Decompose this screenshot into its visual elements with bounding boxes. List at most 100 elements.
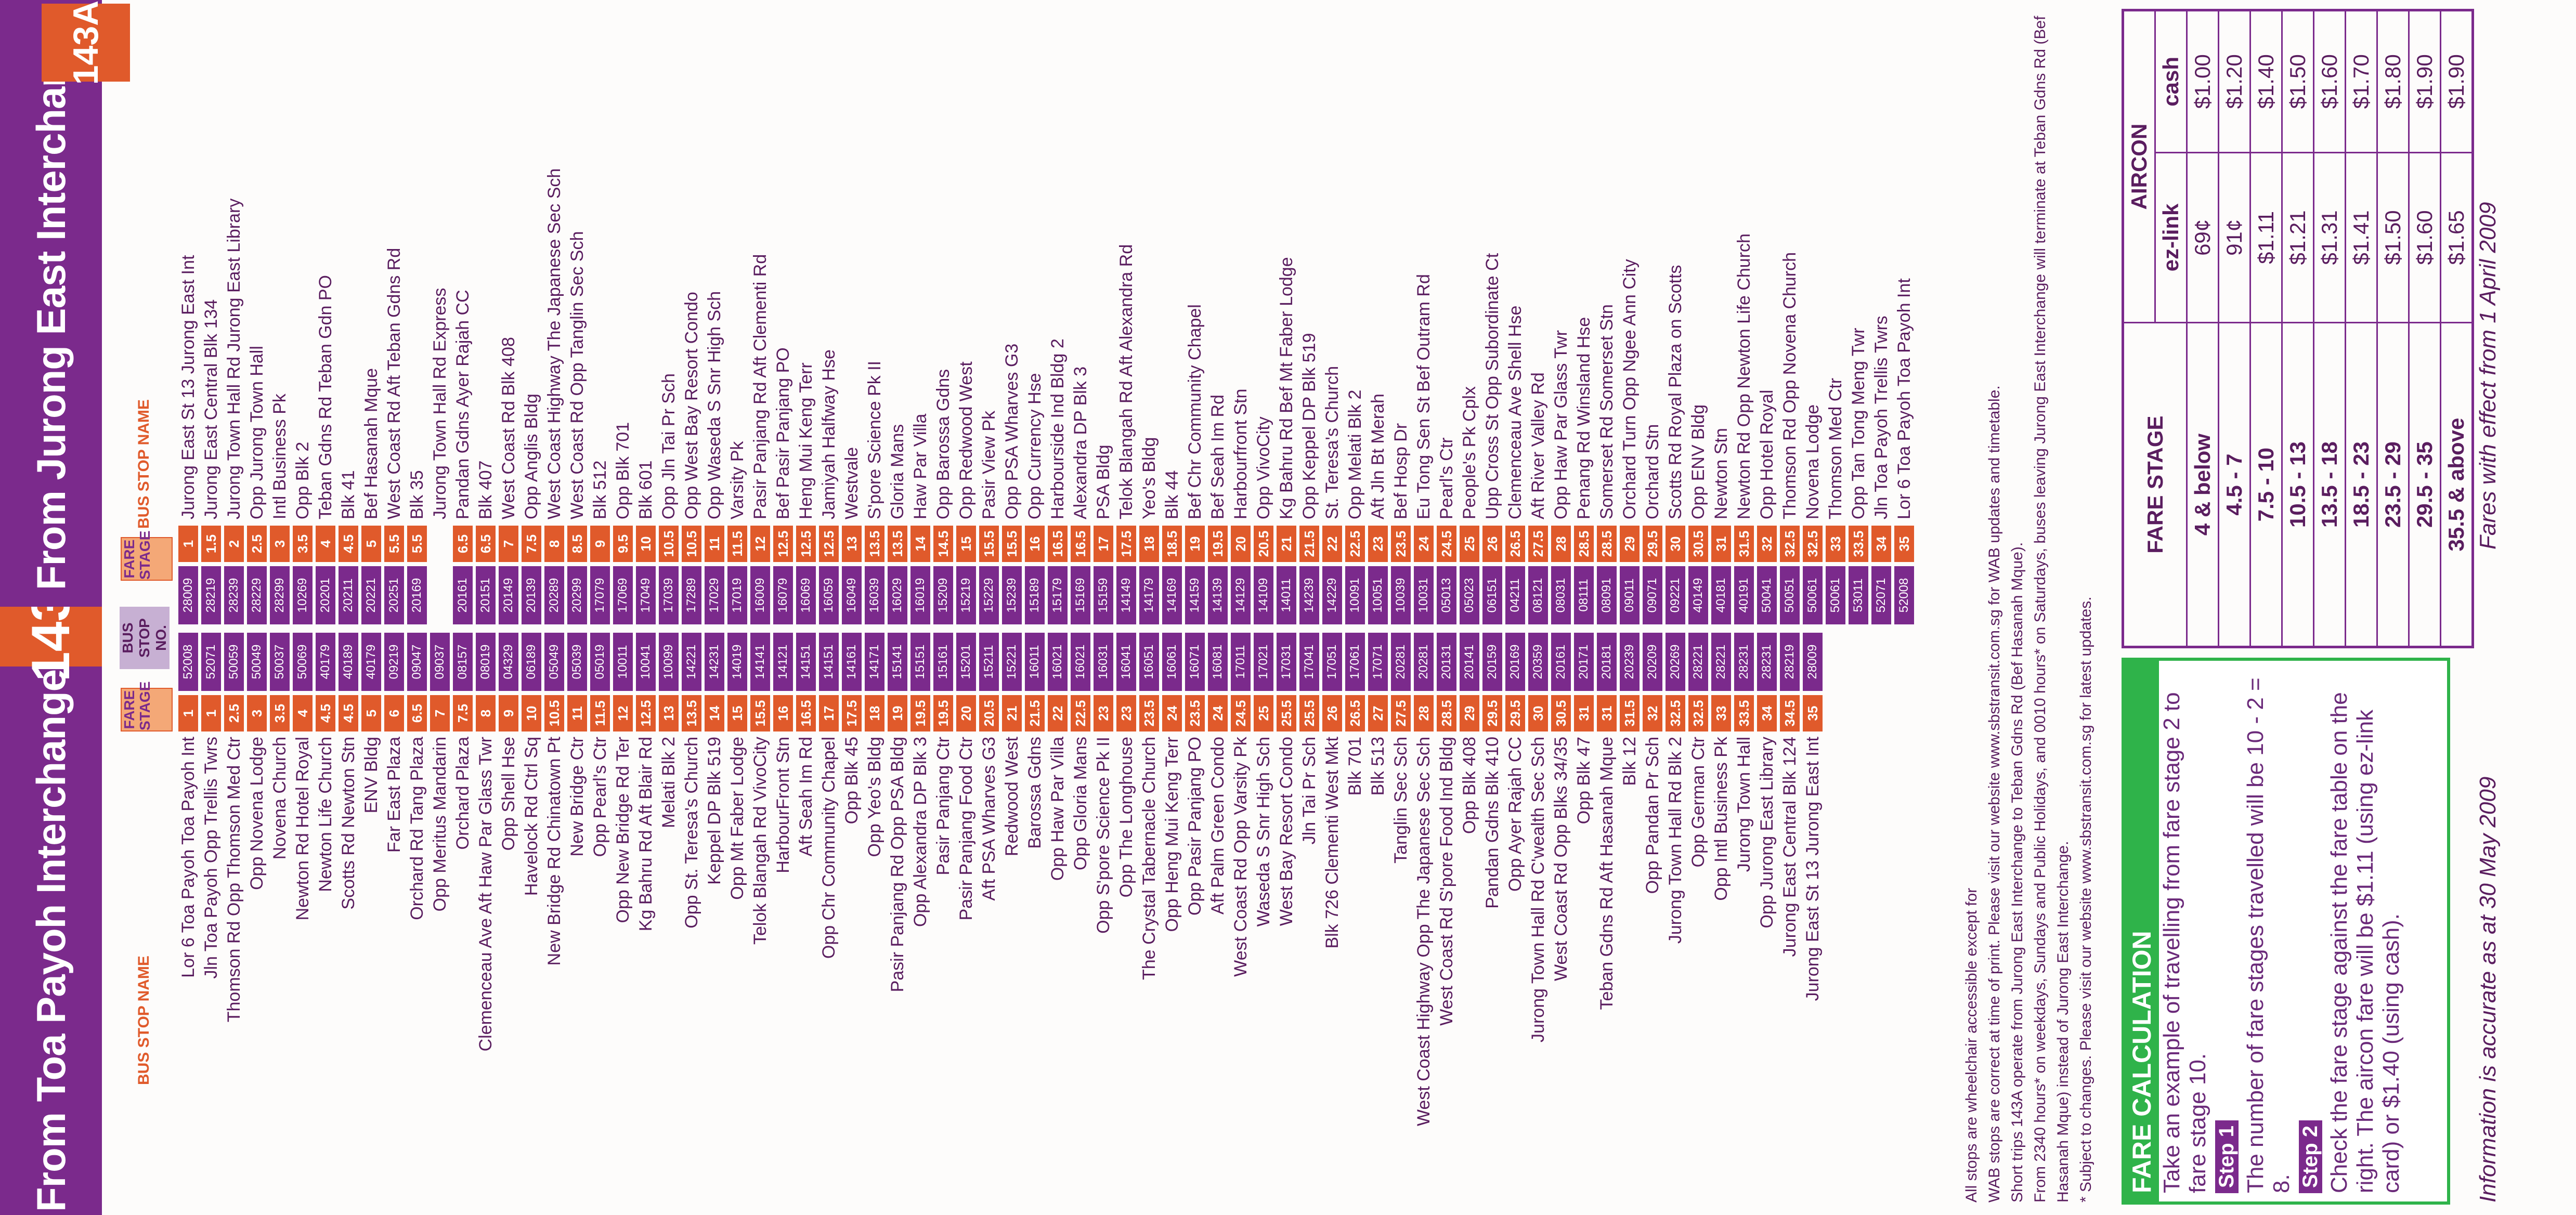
right-fare-stage: 28.5 <box>1597 526 1617 562</box>
fare-calculation-box: FARE CALCULATION Take an example of trav… <box>2122 658 2450 1205</box>
left-stop-name: Aft Palm Green Condo <box>1207 737 1228 915</box>
bus-stop-no-right: 52008 <box>1894 566 1914 624</box>
bus-stop-no-left: 17021 <box>1254 633 1273 691</box>
route-number-badge: 143 <box>0 592 102 682</box>
stop-row: Jurong Town Hall Rd C'wealth Sec Sch 30 20… <box>1527 168 1550 1205</box>
fare-row: 4.5 - 7 91¢ $1.20 <box>2218 10 2250 647</box>
fare-ez-cell: $1.60 <box>2409 152 2441 323</box>
stop-row: West Coast Rd S'pore Food Ind Bldg 28.5 20… <box>1435 168 1458 1205</box>
right-stop-name: Bef Hasanah Mque <box>361 368 381 519</box>
bus-stop-no-right: 20139 <box>522 566 541 624</box>
fare-cash-cell: $1.90 <box>2440 10 2473 153</box>
fare-calculation-title: FARE CALCULATION <box>2125 661 2159 1201</box>
right-stop-name: Pasir Panjang Rd Aft Clementi Rd <box>750 254 770 519</box>
left-stop-name: Opp Intl Business Pk <box>1711 737 1731 901</box>
stop-row: Blk 726 Clementi West Mkt 26 17051 14229 22 S… <box>1321 168 1344 1205</box>
stop-row: Jln Tai Pr Sch 25.5 17041 14239 21.5 Opp Kepp… <box>1298 168 1321 1205</box>
right-fare-stage: 22.5 <box>1345 526 1365 562</box>
right-stop-name: Westvale <box>841 447 862 519</box>
bus-stop-no-right: 40181 <box>1711 566 1731 624</box>
stop-row: Opp Pasir Panjang PO 23.5 16071 14159 19 Bef … <box>1183 168 1206 1205</box>
left-fare-stage: 16 <box>773 695 793 731</box>
stop-row: Jurong Town Hall Rd Blk 2 32.5 20269 09221 3… <box>1664 168 1687 1205</box>
bus-stop-no-left: 05049 <box>544 633 564 691</box>
bus-stop-no-left: 20181 <box>1597 633 1617 691</box>
fare-row: 29.5 - 35 $1.60 $1.90 <box>2409 10 2441 647</box>
stop-list: Lor 6 Toa Payoh Toa Payoh Int 1 52008 28009… <box>177 168 1916 1205</box>
bus-stop-no-left: 05039 <box>567 633 587 691</box>
bus-stop-no-right: 17029 <box>705 566 724 624</box>
left-fare-stage: 25.5 <box>1299 695 1319 731</box>
right-stop-name: Aft River Valley Rd <box>1528 372 1548 519</box>
right-fare-stage: 33.5 <box>1849 526 1868 562</box>
right-fare-stage: 13.5 <box>888 526 907 562</box>
right-fare-stage: 28 <box>1551 526 1571 562</box>
stop-row: New Bridge Ctr 11 05039 20299 8.5 West Coast … <box>566 168 589 1205</box>
right-fare-stage: 6.5 <box>476 526 496 562</box>
stop-row: Opp Heng Mui Keng Terr 24 16061 14169 18.5 Bl… <box>1161 168 1183 1205</box>
right-stop-name: Telok Blangah Rd Aft Alexandra Rd <box>1116 244 1136 519</box>
bus-stop-no-left: 17011 <box>1231 633 1251 691</box>
left-fare-stage: 20.5 <box>979 695 999 731</box>
left-stop-name: Opp Alexandra DP Blk 3 <box>910 737 930 927</box>
stop-row: Thomson Rd Opp Thomson Med Ctr 2.5 50059 28… <box>223 168 245 1205</box>
right-fare-stage: 6.5 <box>453 526 473 562</box>
right-fare-stage: 27.5 <box>1528 526 1548 562</box>
fare-cash-cell: $1.40 <box>2250 10 2282 153</box>
bus-stop-no-right: 08121 <box>1528 566 1548 624</box>
stop-row: Jurong Town Hall 33.5 28231 40191 31.5 Newton… <box>1733 168 1755 1205</box>
bus-stop-no-right: 14139 <box>1208 566 1228 624</box>
left-fare-stage: 1 <box>201 695 221 731</box>
bus-stop-no-right: 17079 <box>590 566 610 624</box>
left-stop-name: Opp New Bridge Rd Ter <box>613 737 633 923</box>
bus-stop-no-right: 16079 <box>773 566 793 624</box>
left-fare-stage-heading: FARE STAGE <box>121 682 173 731</box>
bus-stop-no-left: 14121 <box>773 633 793 691</box>
left-fare-stage: 13 <box>659 695 679 731</box>
bus-stop-no-right: 09221 <box>1666 566 1685 624</box>
right-stop-name: West Coast Rd Blk 408 <box>498 337 518 519</box>
stop-row: Barossa Gdns 21.5 16011 15189 16 Opp Currency… <box>1023 168 1046 1205</box>
stop-row: Aft Seah Im Rd 16.5 14151 16069 12.5 Heng Mui… <box>795 168 817 1205</box>
stop-row: Opp Mt Faber Lodge 15 14019 17019 11.5 Varsit… <box>726 168 749 1205</box>
stop-row: ENV Bldg 5 40179 20221 5 Bef Hasanah Mque <box>360 168 383 1205</box>
bus-stop-no-right: 08111 <box>1574 566 1594 624</box>
stop-row: Orchard Rd Tang Plaza 6.5 09047 20169 5.5 Blk… <box>406 168 428 1205</box>
right-fare-stage: 18 <box>1139 526 1159 562</box>
fare-cash-cell: $1.70 <box>2345 10 2377 153</box>
left-fare-stage: 28 <box>1414 695 1434 731</box>
bus-stop-no-left: 17031 <box>1277 633 1296 691</box>
right-fare-stage: 26.5 <box>1505 526 1525 562</box>
bus-stop-no-right: 06151 <box>1482 566 1502 624</box>
stop-row: Newton Rd Hotel Royal 4 50069 10269 3.5 Opp B… <box>291 168 314 1205</box>
left-fare-stage: 20 <box>956 695 976 731</box>
left-stop-name: Kg Bahru Rd Aft Blair Rd <box>635 737 656 932</box>
left-fare-stage: 25.5 <box>1277 695 1296 731</box>
step-1-text: The number of fare stages travelled will… <box>2243 677 2294 1193</box>
bus-stop-no-left: 10011 <box>613 633 633 691</box>
right-fare-stage: 31.5 <box>1734 526 1754 562</box>
left-stop-name: Opp Meritus Mandarin <box>430 737 450 912</box>
bus-stop-no-right: 17069 <box>613 566 633 624</box>
bus-stop-no-left: 14151 <box>819 633 839 691</box>
bus-stop-no-left: 16051 <box>1139 633 1159 691</box>
left-stop-name: Opp Pandan Pr Sch <box>1642 737 1662 894</box>
bus-stop-no-right: 17039 <box>659 566 679 624</box>
stop-row: Opp Alexandra DP Blk 3 19.5 15151 16019 14 Ha… <box>909 168 932 1205</box>
stop-row: Novena Church 3.5 50037 28299 3 Intl Business… <box>268 168 291 1205</box>
right-stop-name: Kg Bahru Rd Bef Mt Faber Lodge <box>1276 257 1296 519</box>
right-fare-stage: 12 <box>750 526 770 562</box>
bus-stop-no-left: 09219 <box>384 633 404 691</box>
fare-cash-cell: $1.80 <box>2377 10 2409 153</box>
bus-stop-no-left: 16081 <box>1208 633 1228 691</box>
right-fare-stage: 4 <box>316 526 335 562</box>
fare-ez-cell: 91¢ <box>2218 152 2250 323</box>
left-stop-name: New Bridge Ctr <box>567 737 587 857</box>
left-fare-stage: 10.5 <box>544 695 564 731</box>
stop-row: Opp Ayer Rajah CC 29.5 20169 04211 26.5 Cleme… <box>1504 168 1527 1205</box>
right-stop-name: Opp West Bay Resort Condo <box>681 292 701 519</box>
bus-stop-no-left: 15151 <box>910 633 930 691</box>
bus-stop-no-left: 09037 <box>430 633 450 691</box>
bus-stop-no-right: 08031 <box>1551 566 1571 624</box>
left-stop-name: Far East Plaza <box>384 737 404 853</box>
